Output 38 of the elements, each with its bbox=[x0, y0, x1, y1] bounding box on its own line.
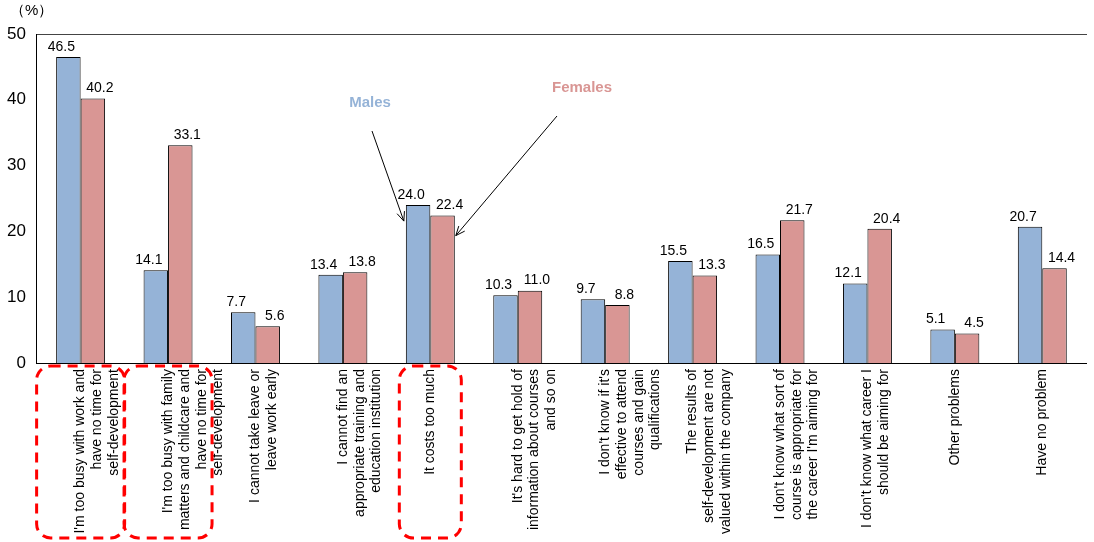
data-label: 24.0 bbox=[397, 185, 425, 202]
data-label: 16.5 bbox=[747, 235, 775, 252]
data-label: 10.3 bbox=[484, 276, 513, 293]
data-label: 11.0 bbox=[523, 271, 551, 288]
data-label: 8.8 bbox=[614, 285, 635, 302]
data-label: 13.3 bbox=[698, 256, 726, 273]
data-label: 4.5 bbox=[964, 314, 985, 331]
data-label: 13.4 bbox=[310, 255, 338, 272]
data-label: 20.7 bbox=[1009, 207, 1037, 224]
data-label: 13.8 bbox=[348, 253, 376, 270]
data-label: 5.6 bbox=[264, 307, 285, 324]
data-label: 9.7 bbox=[576, 280, 596, 297]
x-tick-label: Have no problem bbox=[1033, 369, 1050, 476]
data-label: 14.1 bbox=[135, 251, 163, 268]
y-tick-label: 30 bbox=[6, 155, 26, 175]
data-label: 33.1 bbox=[173, 126, 202, 143]
data-label: 14.4 bbox=[1047, 249, 1076, 266]
x-tick-label: Other problems bbox=[945, 369, 962, 466]
data-label: 22.4 bbox=[435, 196, 464, 213]
data-label: 20.4 bbox=[873, 209, 901, 226]
x-tick-label: It's hard to get hold of information about courses and so on bbox=[508, 368, 559, 531]
y-axis-title: （%） bbox=[10, 1, 54, 19]
data-label: 46.5 bbox=[47, 37, 76, 54]
text: Females bbox=[551, 78, 613, 96]
y-tick-label: 10 bbox=[6, 286, 26, 306]
y-tick-label: 0 bbox=[16, 352, 26, 372]
y-tick-label: 40 bbox=[6, 89, 26, 109]
y-tick-label: 50 bbox=[6, 23, 26, 43]
data-label: 7.7 bbox=[226, 293, 247, 310]
data-label: 40.2 bbox=[86, 79, 114, 96]
x-tick-label: It costs too much bbox=[421, 369, 438, 475]
x-tick-label: I'm too busy with work and have no time for self-development bbox=[71, 368, 122, 534]
data-label: 12.1 bbox=[834, 264, 863, 281]
text: Males bbox=[349, 93, 391, 111]
data-label: 15.5 bbox=[659, 241, 688, 258]
data-label: 5.1 bbox=[925, 310, 946, 327]
data-label: 21.7 bbox=[785, 201, 814, 218]
y-tick-label: 20 bbox=[6, 221, 26, 241]
